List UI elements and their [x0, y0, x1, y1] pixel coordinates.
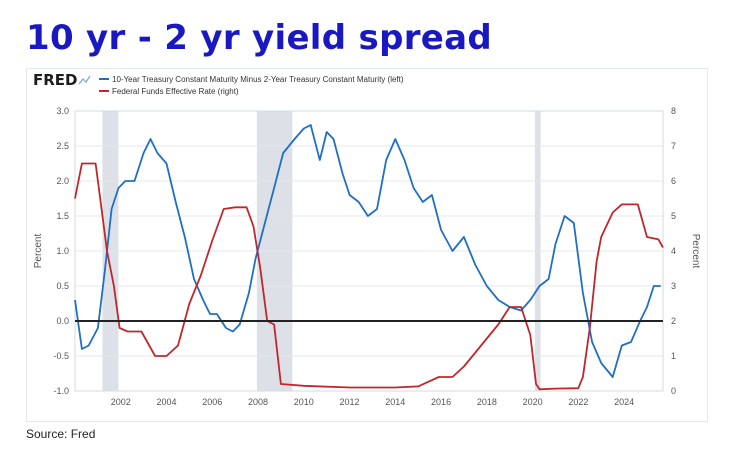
x-tick-label: 2020	[523, 397, 543, 407]
y-left-tick-label: 2.5	[56, 141, 69, 151]
y-right-axis-label: Percent	[690, 234, 701, 269]
y-left-tick-label: 1.0	[56, 246, 69, 256]
x-tick-label: 2014	[385, 397, 405, 407]
y-left-axis-label: Percent	[33, 234, 44, 269]
y-left-tick-label: 2.0	[56, 176, 69, 186]
chart-panel: FRED 10-Year Treasury Constant Maturity M…	[26, 68, 708, 422]
series-line-fed-funds	[74, 162, 664, 391]
fred-chart: FRED 10-Year Treasury Constant Maturity M…	[33, 71, 701, 407]
y-left-tick-label: 3.0	[56, 106, 69, 116]
x-tick-label: 2010	[294, 397, 314, 407]
x-tick-label: 2022	[568, 397, 588, 407]
x-tick-label: 2012	[340, 397, 360, 407]
y-left-tick-label: 0.5	[56, 281, 69, 291]
slide-title: 10 yr - 2 yr yield spread	[26, 18, 493, 58]
series-line-yield-spread	[74, 124, 661, 378]
x-tick-label: 2002	[111, 397, 131, 407]
fred-logo: FRED	[33, 71, 78, 89]
y-right-tick-label: 6	[671, 176, 676, 186]
plot-border	[74, 110, 664, 392]
y-right-tick-label: 0	[671, 386, 676, 396]
y-left-tick-label: 0.0	[56, 316, 69, 326]
y-right-tick-label: 3	[671, 281, 676, 291]
fred-logo-graph-icon	[78, 75, 91, 85]
x-tick-label: 2024	[614, 397, 634, 407]
y-right-tick-label: 7	[671, 141, 676, 151]
y-right-tick-label: 2	[671, 316, 676, 326]
x-tick-label: 2008	[248, 397, 268, 407]
y-left-tick-label: -1.0	[53, 386, 69, 396]
y-left-tick-label: -0.5	[53, 351, 69, 361]
x-tick-label: 2004	[157, 397, 177, 407]
x-tick-label: 2018	[477, 397, 497, 407]
y-right-tick-label: 4	[671, 246, 676, 256]
y-right-tick-label: 1	[671, 351, 676, 361]
y-left-tick-label: 1.5	[56, 211, 69, 221]
x-tick-label: 2016	[431, 397, 451, 407]
y-right-tick-label: 8	[671, 106, 676, 116]
source-note: Source: Fred	[26, 427, 96, 441]
y-right-tick-label: 5	[671, 211, 676, 221]
legend-label-2: Federal Funds Effective Rate (right)	[112, 87, 239, 96]
x-tick-label: 2006	[202, 397, 222, 407]
legend-label-1: 10-Year Treasury Constant Maturity Minus…	[112, 75, 404, 84]
